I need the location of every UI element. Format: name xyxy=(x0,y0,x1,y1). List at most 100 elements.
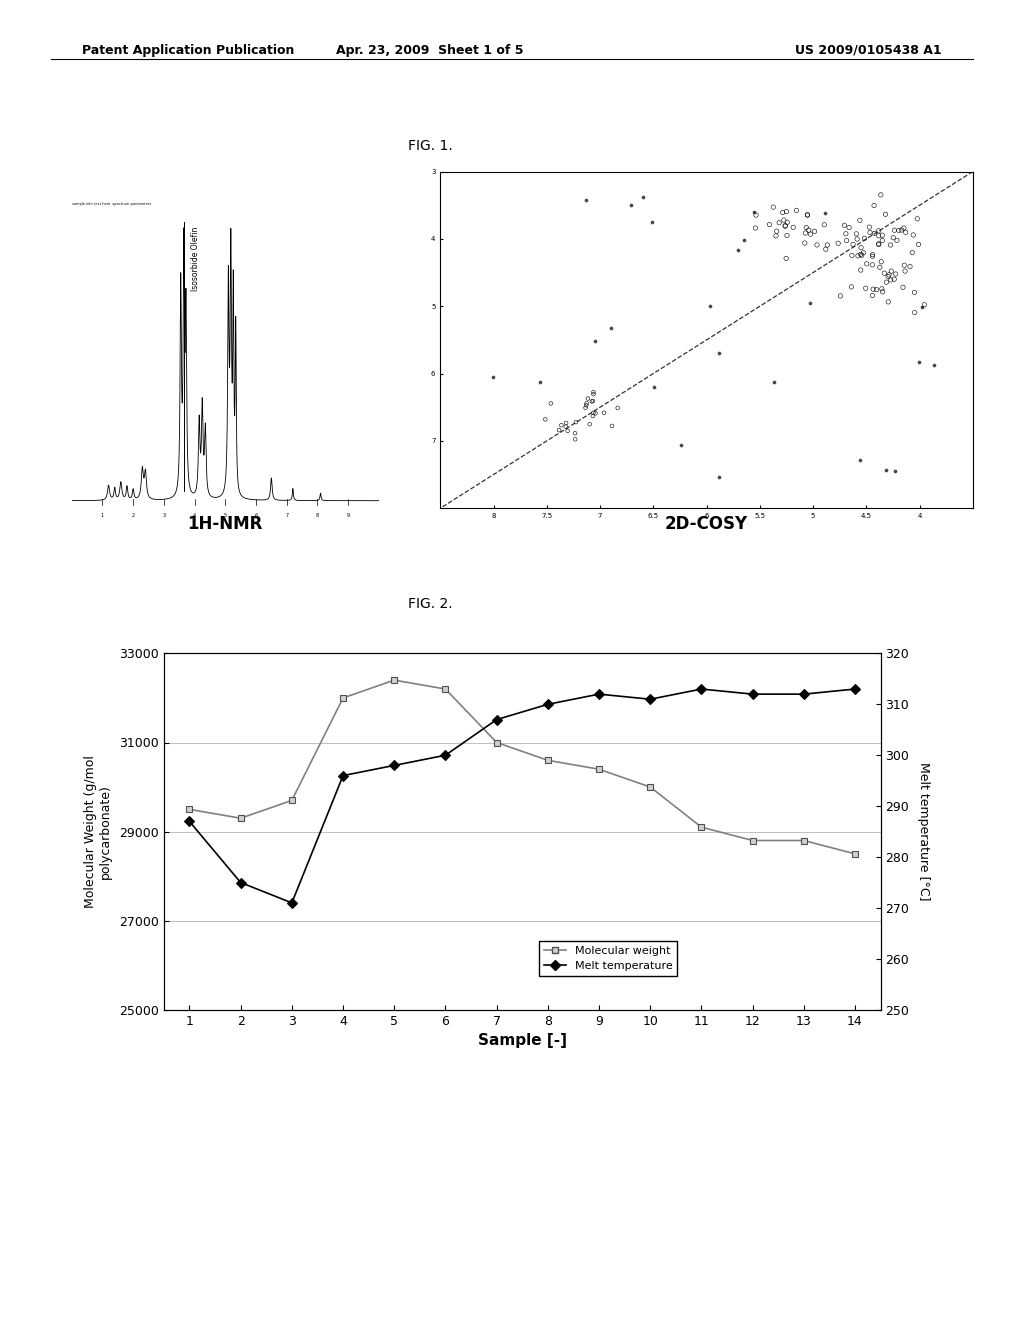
Point xyxy=(816,202,833,223)
Point xyxy=(866,223,883,244)
Point xyxy=(729,239,745,260)
Point xyxy=(584,391,600,412)
Point xyxy=(897,222,913,243)
Text: 2D-COSY: 2D-COSY xyxy=(665,515,749,533)
Point xyxy=(538,409,554,430)
Point xyxy=(879,272,895,293)
Point xyxy=(857,277,873,298)
Point xyxy=(873,251,890,272)
Point xyxy=(798,216,814,238)
Point xyxy=(888,264,904,285)
Point xyxy=(802,223,818,244)
Point xyxy=(856,228,872,249)
Point xyxy=(797,232,813,253)
Point xyxy=(582,413,598,434)
Point xyxy=(817,239,834,260)
Point xyxy=(586,384,602,405)
Point xyxy=(816,214,833,235)
Point xyxy=(809,235,825,256)
Point xyxy=(852,449,868,470)
Point xyxy=(874,230,891,251)
Point xyxy=(711,466,727,487)
Point xyxy=(850,246,866,267)
Point xyxy=(868,279,885,300)
Point xyxy=(558,412,574,433)
Point xyxy=(567,412,584,433)
Point xyxy=(551,420,567,441)
Point xyxy=(801,219,817,240)
Point xyxy=(878,203,894,224)
Point xyxy=(802,292,818,313)
Point xyxy=(841,216,857,238)
Point xyxy=(864,255,881,276)
Point xyxy=(887,219,903,240)
Point xyxy=(603,317,620,338)
Point xyxy=(596,403,612,424)
Point xyxy=(585,391,601,412)
Point xyxy=(833,285,849,306)
Point xyxy=(866,195,883,216)
Text: 8: 8 xyxy=(315,512,319,517)
Point xyxy=(745,202,762,223)
Text: Isosorbide Olefin: Isosorbide Olefin xyxy=(191,227,201,292)
Point xyxy=(830,232,847,253)
Point xyxy=(905,224,922,246)
Point xyxy=(855,242,871,263)
Point xyxy=(906,281,923,302)
Point xyxy=(762,214,778,235)
Text: FIG. 2.: FIG. 2. xyxy=(408,597,453,611)
Point xyxy=(853,238,869,259)
Point xyxy=(736,230,753,251)
Point xyxy=(609,397,626,418)
Point xyxy=(844,244,860,265)
Point xyxy=(913,296,930,317)
Point xyxy=(862,222,879,243)
Point xyxy=(765,197,781,218)
Text: sample info text here  spectrum parameters: sample info text here spectrum parameter… xyxy=(72,202,152,206)
Text: 1H-NMR: 1H-NMR xyxy=(187,515,263,533)
Point xyxy=(800,205,816,226)
Text: Apr. 23, 2009  Sheet 1 of 5: Apr. 23, 2009 Sheet 1 of 5 xyxy=(336,44,524,57)
Point xyxy=(886,269,902,290)
Point xyxy=(586,403,602,424)
Text: 3: 3 xyxy=(162,512,166,517)
Point xyxy=(904,242,921,263)
Point xyxy=(766,371,782,392)
Point xyxy=(531,372,548,393)
Point xyxy=(587,330,603,351)
Point xyxy=(871,256,888,277)
Point xyxy=(578,189,594,210)
Point xyxy=(779,224,796,246)
Point xyxy=(771,213,787,234)
Point xyxy=(909,209,926,230)
Point xyxy=(894,219,910,240)
Point xyxy=(768,226,784,247)
Point xyxy=(880,267,896,288)
Text: 7: 7 xyxy=(285,512,289,517)
Point xyxy=(838,223,854,244)
Y-axis label: Melt temperature [°C]: Melt temperature [°C] xyxy=(918,763,930,900)
Point xyxy=(889,230,905,251)
Point xyxy=(778,248,795,269)
Point xyxy=(879,459,895,480)
Point xyxy=(785,216,802,238)
Point xyxy=(895,277,911,298)
Text: 6: 6 xyxy=(254,512,258,517)
Point xyxy=(849,228,865,249)
Text: 9: 9 xyxy=(347,512,349,517)
Point xyxy=(559,420,575,441)
Point xyxy=(837,215,853,236)
Point xyxy=(777,215,794,236)
Point xyxy=(861,216,878,238)
Point xyxy=(580,388,596,409)
X-axis label: Sample [-]: Sample [-] xyxy=(478,1034,566,1048)
Point xyxy=(902,256,919,277)
Point xyxy=(843,276,859,297)
Point xyxy=(788,199,805,220)
Point xyxy=(845,234,861,255)
Point xyxy=(887,461,903,482)
Point xyxy=(870,220,887,242)
Point xyxy=(586,381,602,403)
Text: US 2009/0105438 A1: US 2009/0105438 A1 xyxy=(796,44,942,57)
Point xyxy=(646,376,663,397)
